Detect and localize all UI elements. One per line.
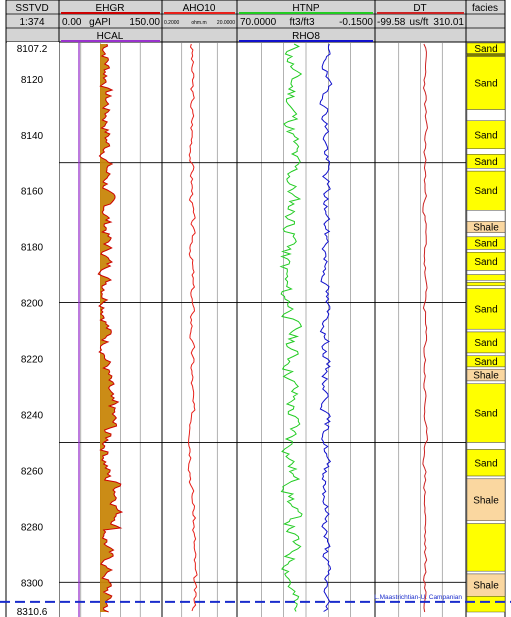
facies-label: Shale	[473, 223, 499, 234]
facies-interval	[466, 282, 506, 287]
ehgr-mnemonic: EHGR	[96, 3, 125, 14]
depth-mnemonic: SSTVD	[15, 3, 48, 14]
htnp-curve	[279, 43, 303, 612]
facies-interval	[466, 285, 506, 289]
depth-tick-label: 8240	[21, 411, 44, 422]
aho10-mnemonic: AHO10	[183, 3, 216, 14]
dt-mnemonic: DT	[413, 3, 426, 14]
htnp-unit: ft3/ft3	[289, 17, 314, 28]
facies-interval	[466, 270, 506, 275]
aho10-right-scale: 20.0000	[217, 20, 235, 26]
facies-label: Sand	[474, 130, 497, 141]
facies-interval	[466, 520, 506, 524]
dt-right-scale: 310.01	[433, 17, 464, 28]
facies-label: Sand	[474, 44, 497, 55]
facies-interval	[466, 288, 506, 330]
facies-interval	[466, 274, 506, 281]
facies-interval	[466, 168, 506, 172]
facies-interval	[466, 352, 506, 356]
facies-title: facies	[472, 3, 498, 14]
htnp-right-scale: -0.1500	[339, 17, 373, 28]
facies-interval	[466, 478, 506, 522]
facies-label: Sand	[474, 157, 497, 168]
dt-left-scale: -99.58	[377, 17, 406, 28]
depth-scale: 1:374	[19, 17, 44, 28]
facies-label: Sand	[474, 239, 497, 250]
aho10-left-scale: 0.2000	[164, 20, 180, 26]
depth-tick-label: 8120	[21, 75, 44, 86]
facies-interval	[466, 109, 506, 121]
depth-tick-label: 8140	[21, 131, 44, 142]
depth-tick-label: 8280	[21, 522, 44, 533]
facies-label: Sand	[474, 257, 497, 268]
ehgr-unit: gAPI	[89, 17, 111, 28]
facies-interval	[466, 56, 506, 110]
facies-interval	[466, 475, 506, 480]
facies-interval	[466, 383, 506, 443]
facies-interval	[466, 280, 506, 283]
facies-label: Sand	[474, 79, 497, 90]
facies-interval	[466, 570, 506, 575]
aho10-unit: ohm.m	[191, 20, 206, 26]
top-depth-label: 8107.2	[17, 44, 48, 55]
facies-column: Sand Sand Sand Sand Sand Shale Sand Sand Sand San…	[466, 42, 506, 613]
depth-tick-label: 8300	[21, 578, 44, 589]
ehgr-shale-fill	[98, 44, 122, 612]
facies-interval	[466, 449, 506, 477]
depth-tick-label: 8160	[21, 187, 44, 198]
hcal-mnemonic: HCAL	[97, 31, 124, 42]
depth-tick-label: 8260	[21, 466, 44, 477]
facies-interval	[466, 596, 506, 613]
facies-interval	[466, 442, 506, 450]
facies-label: Shale	[473, 371, 499, 382]
ehgr-right-scale: 150.00	[129, 17, 160, 28]
rho8-curve	[319, 43, 333, 612]
facies-interval	[466, 380, 506, 384]
ehgr-left-scale: 0.00	[62, 17, 82, 28]
facies-label: Shale	[473, 581, 499, 592]
bottom-depth-label: 8310.6	[17, 607, 48, 617]
depth-tick-label: 8220	[21, 355, 44, 366]
rho8-mnemonic: RHO8	[292, 31, 320, 42]
dt-curve	[422, 43, 428, 613]
dt-unit: us/ft	[410, 17, 429, 28]
facies-label: Sand	[474, 458, 497, 469]
facies-interval	[466, 148, 506, 155]
depth-tick-label: 8200	[21, 299, 44, 310]
facies-interval	[466, 120, 506, 149]
facies-label: Shale	[473, 495, 499, 506]
facies-interval	[466, 328, 506, 333]
facies-interval	[466, 53, 506, 57]
facies-interval	[466, 232, 506, 238]
facies-label: Sand	[474, 357, 497, 368]
facies-interval	[466, 523, 506, 572]
facies-interval	[466, 210, 506, 222]
gamma-ray-fill	[98, 44, 122, 612]
log-header	[6, 0, 505, 42]
facies-interval	[466, 249, 506, 253]
facies-interval	[466, 366, 506, 370]
facies-label: Sand	[474, 304, 497, 315]
htnp-left-scale: 70.0000	[240, 17, 277, 28]
depth-tick-label: 8180	[21, 243, 44, 254]
aho10-curve	[187, 43, 198, 612]
facies-label: Sand	[474, 409, 497, 420]
log-curves	[78, 42, 428, 617]
htnp-mnemonic: HTNP	[292, 3, 320, 14]
formation-marker-label: L.Maastrichtian-U. Campanian	[374, 594, 462, 601]
facies-label: Sand	[474, 338, 497, 349]
depth-axis: 8120 8140 8160 8180 8200 8220 8240 8260 8280 8300	[21, 75, 44, 590]
facies-label: Sand	[474, 186, 497, 197]
log-grid	[59, 42, 466, 617]
ehgr-curve	[97, 43, 124, 613]
